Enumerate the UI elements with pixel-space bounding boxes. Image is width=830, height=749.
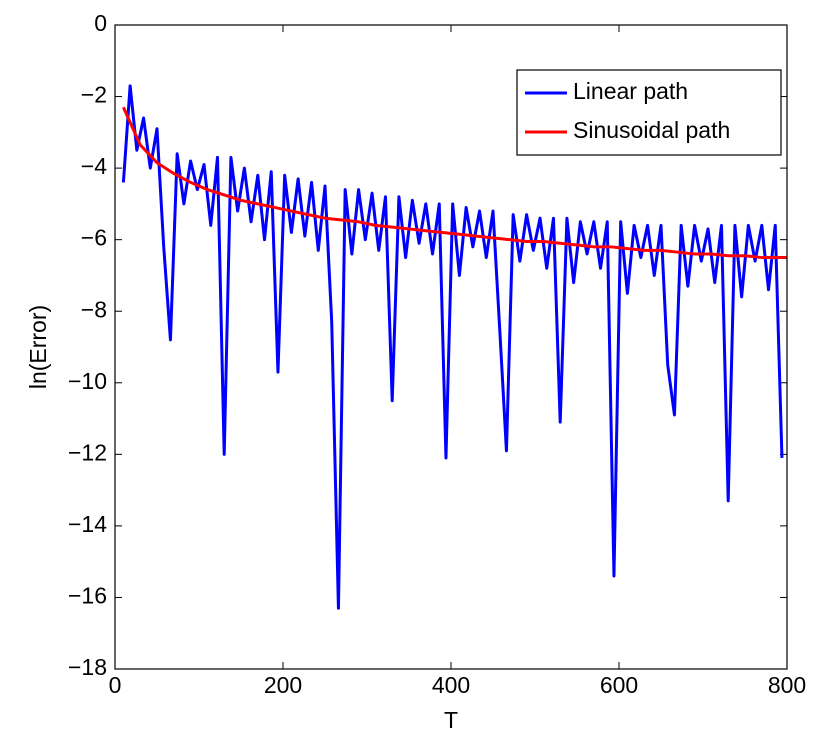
x-tick-label: 400	[432, 672, 470, 698]
legend-label: Sinusoidal path	[573, 117, 730, 143]
y-tick-label: −12	[68, 439, 107, 465]
legend-label: Linear path	[573, 78, 688, 104]
y-tick-label: −8	[81, 296, 107, 322]
plot-frame	[114, 24, 788, 670]
y-tick-label: −14	[68, 511, 107, 537]
y-tick-label: −16	[68, 583, 107, 609]
y-axis-label: ln(Error)	[25, 305, 51, 389]
y-tick-label: −2	[81, 82, 107, 108]
x-axis-label: T	[444, 707, 458, 733]
x-tick-label: 600	[600, 672, 638, 698]
y-tick-label: −10	[68, 368, 107, 394]
x-tick-label: 0	[109, 672, 122, 698]
y-tick-label: 0	[94, 10, 107, 36]
legend-box	[516, 69, 782, 156]
series-line	[121, 84, 784, 610]
y-tick-label: −18	[68, 654, 107, 680]
series-line	[122, 106, 787, 260]
y-tick-label: −4	[81, 153, 107, 179]
x-tick-label: 800	[768, 672, 806, 698]
x-tick-label: 200	[264, 672, 302, 698]
y-tick-label: −6	[81, 225, 107, 251]
